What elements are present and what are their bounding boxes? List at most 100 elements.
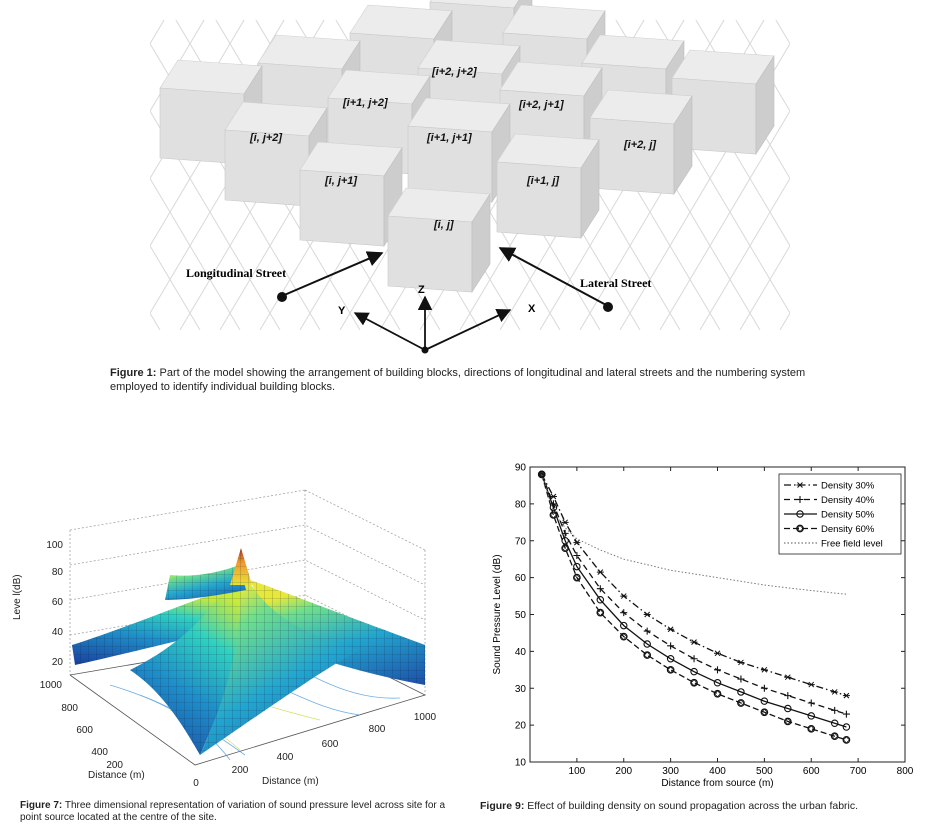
y-tick-label: 20: [515, 721, 527, 732]
data-point: [807, 712, 815, 720]
y-tick-label: 90: [515, 463, 527, 474]
series-line: [541, 474, 847, 697]
data-point: [690, 655, 698, 663]
data-point: [666, 655, 675, 663]
data-point: [737, 688, 745, 696]
data-point-inner: [596, 609, 604, 617]
figure-7-y-label: Distance (m): [88, 770, 145, 781]
figure-7-x-tick: 0: [193, 778, 199, 789]
x-tick-label: 200: [615, 766, 632, 777]
series-2: [538, 470, 850, 718]
data-point: [784, 704, 792, 713]
longitudinal-street-label: Longitudinal Street: [186, 266, 286, 280]
y-tick-label: 30: [515, 684, 527, 695]
data-point: [643, 627, 651, 635]
data-point: [714, 666, 721, 674]
figure-7-z-tick: 100: [46, 540, 63, 551]
data-point: [713, 689, 722, 698]
data-point: [561, 537, 569, 545]
figure-7-caption-label: Figure 7:: [20, 800, 63, 811]
data-point: [620, 609, 628, 617]
data-point-inner: [643, 651, 651, 659]
figure-1-caption-label: Figure 1:: [110, 367, 157, 379]
block-label: [i+2, j]: [623, 139, 656, 151]
y-axis-label: Sound Pressure Level (dB): [492, 554, 503, 674]
data-point: [620, 621, 628, 630]
figure-9-caption: Figure 9: Effect of building density on …: [480, 799, 938, 813]
data-point: [760, 666, 768, 673]
figure-7-z-tick: 20: [52, 657, 64, 668]
data-point: [596, 585, 604, 593]
x-tick-label: 100: [569, 766, 586, 777]
data-point: [842, 736, 851, 744]
y-tick-label: 50: [515, 610, 527, 621]
y-tick-label: 60: [515, 573, 527, 584]
data-point-inner: [690, 679, 698, 687]
figure-7-z-tick: 80: [52, 567, 64, 578]
data-point: [667, 626, 675, 633]
axis-y-arrow: [353, 312, 426, 351]
block-label: [i, j]: [433, 219, 454, 231]
data-point: [796, 496, 804, 503]
data-point: [713, 678, 722, 687]
figure-7-surface-plot: 20 40 60 80 100 1000 800 600 400 200 0 200 400 600 800…: [12, 489, 437, 789]
data-point: [690, 667, 698, 676]
legend-entry: Density 40%: [821, 495, 875, 506]
figure-7-y-tick: 800: [61, 703, 78, 714]
data-point: [596, 569, 604, 575]
building-block: [407, 97, 511, 204]
legend-entry: Density 30%: [821, 481, 875, 492]
axis-y-label: Y: [338, 305, 346, 317]
x-tick-label: 700: [850, 766, 867, 777]
figure-7-z-tick: 40: [52, 627, 64, 638]
data-point: [807, 724, 816, 733]
data-point-inner: [796, 524, 804, 533]
figure-7-x-tick: 600: [322, 739, 339, 750]
data-point-inner: [561, 544, 569, 552]
figure-7-y-tick: 1000: [40, 680, 63, 691]
figure-9-line-chart: 100 200 300 400 500 600 700 800 10 20 30 40 50 60 70 80…: [492, 463, 914, 790]
y-tick-label: 40: [515, 647, 527, 658]
data-point: [690, 678, 698, 687]
x-tick-label: 400: [709, 766, 726, 777]
series-line: [541, 474, 847, 728]
data-point: [807, 699, 815, 707]
series-line: [541, 474, 847, 595]
building-block: [589, 89, 693, 196]
x-tick-label: 600: [803, 766, 820, 777]
series-3: [537, 470, 851, 731]
data-point: [737, 675, 745, 683]
block-label: [i, j+2]: [249, 132, 282, 144]
x-axis-label: Distance from source (m): [661, 778, 773, 789]
figure-7-caption: Figure 7: Three dimensional representati…: [20, 800, 460, 824]
figure-7-x-label: Distance (m): [262, 776, 319, 787]
y-tick-label: 70: [515, 536, 527, 547]
figure-7-y-tick: 200: [106, 760, 123, 771]
building-block: [387, 187, 491, 294]
legend-entry: Density 60%: [821, 524, 875, 535]
chart-legend: Density 30% Density 40% Density 50% Density…: [778, 473, 902, 555]
figure-9-caption-label: Figure 9:: [480, 800, 525, 812]
data-point: [643, 640, 651, 648]
x-tick-label: 800: [897, 766, 914, 777]
building-block: [496, 133, 600, 240]
data-point-inner: [842, 736, 850, 744]
block-label: [i+2, j+2]: [431, 66, 477, 78]
figure-1-caption: Figure 1: Part of the model showing the …: [110, 366, 850, 394]
figure-7-x-tick: 1000: [414, 712, 437, 723]
data-point: [596, 596, 605, 604]
data-point-inner: [538, 470, 546, 478]
data-point: [830, 719, 839, 728]
series-1: [538, 471, 850, 699]
data-point: [690, 639, 698, 646]
data-point-inner: [620, 633, 628, 641]
data-point: [831, 689, 839, 695]
legend-entry: Density 50%: [821, 510, 875, 521]
data-point: [760, 697, 769, 705]
figure-7-z-tick: 60: [52, 597, 64, 608]
data-point-inner: [807, 725, 815, 733]
data-point: [596, 608, 605, 617]
figure-7-x-tick: 200: [232, 765, 249, 776]
data-point-inner: [667, 666, 675, 674]
data-point-inner: [737, 699, 745, 707]
